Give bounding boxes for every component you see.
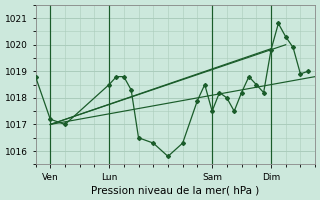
X-axis label: Pression niveau de la mer( hPa ): Pression niveau de la mer( hPa ): [91, 185, 260, 195]
